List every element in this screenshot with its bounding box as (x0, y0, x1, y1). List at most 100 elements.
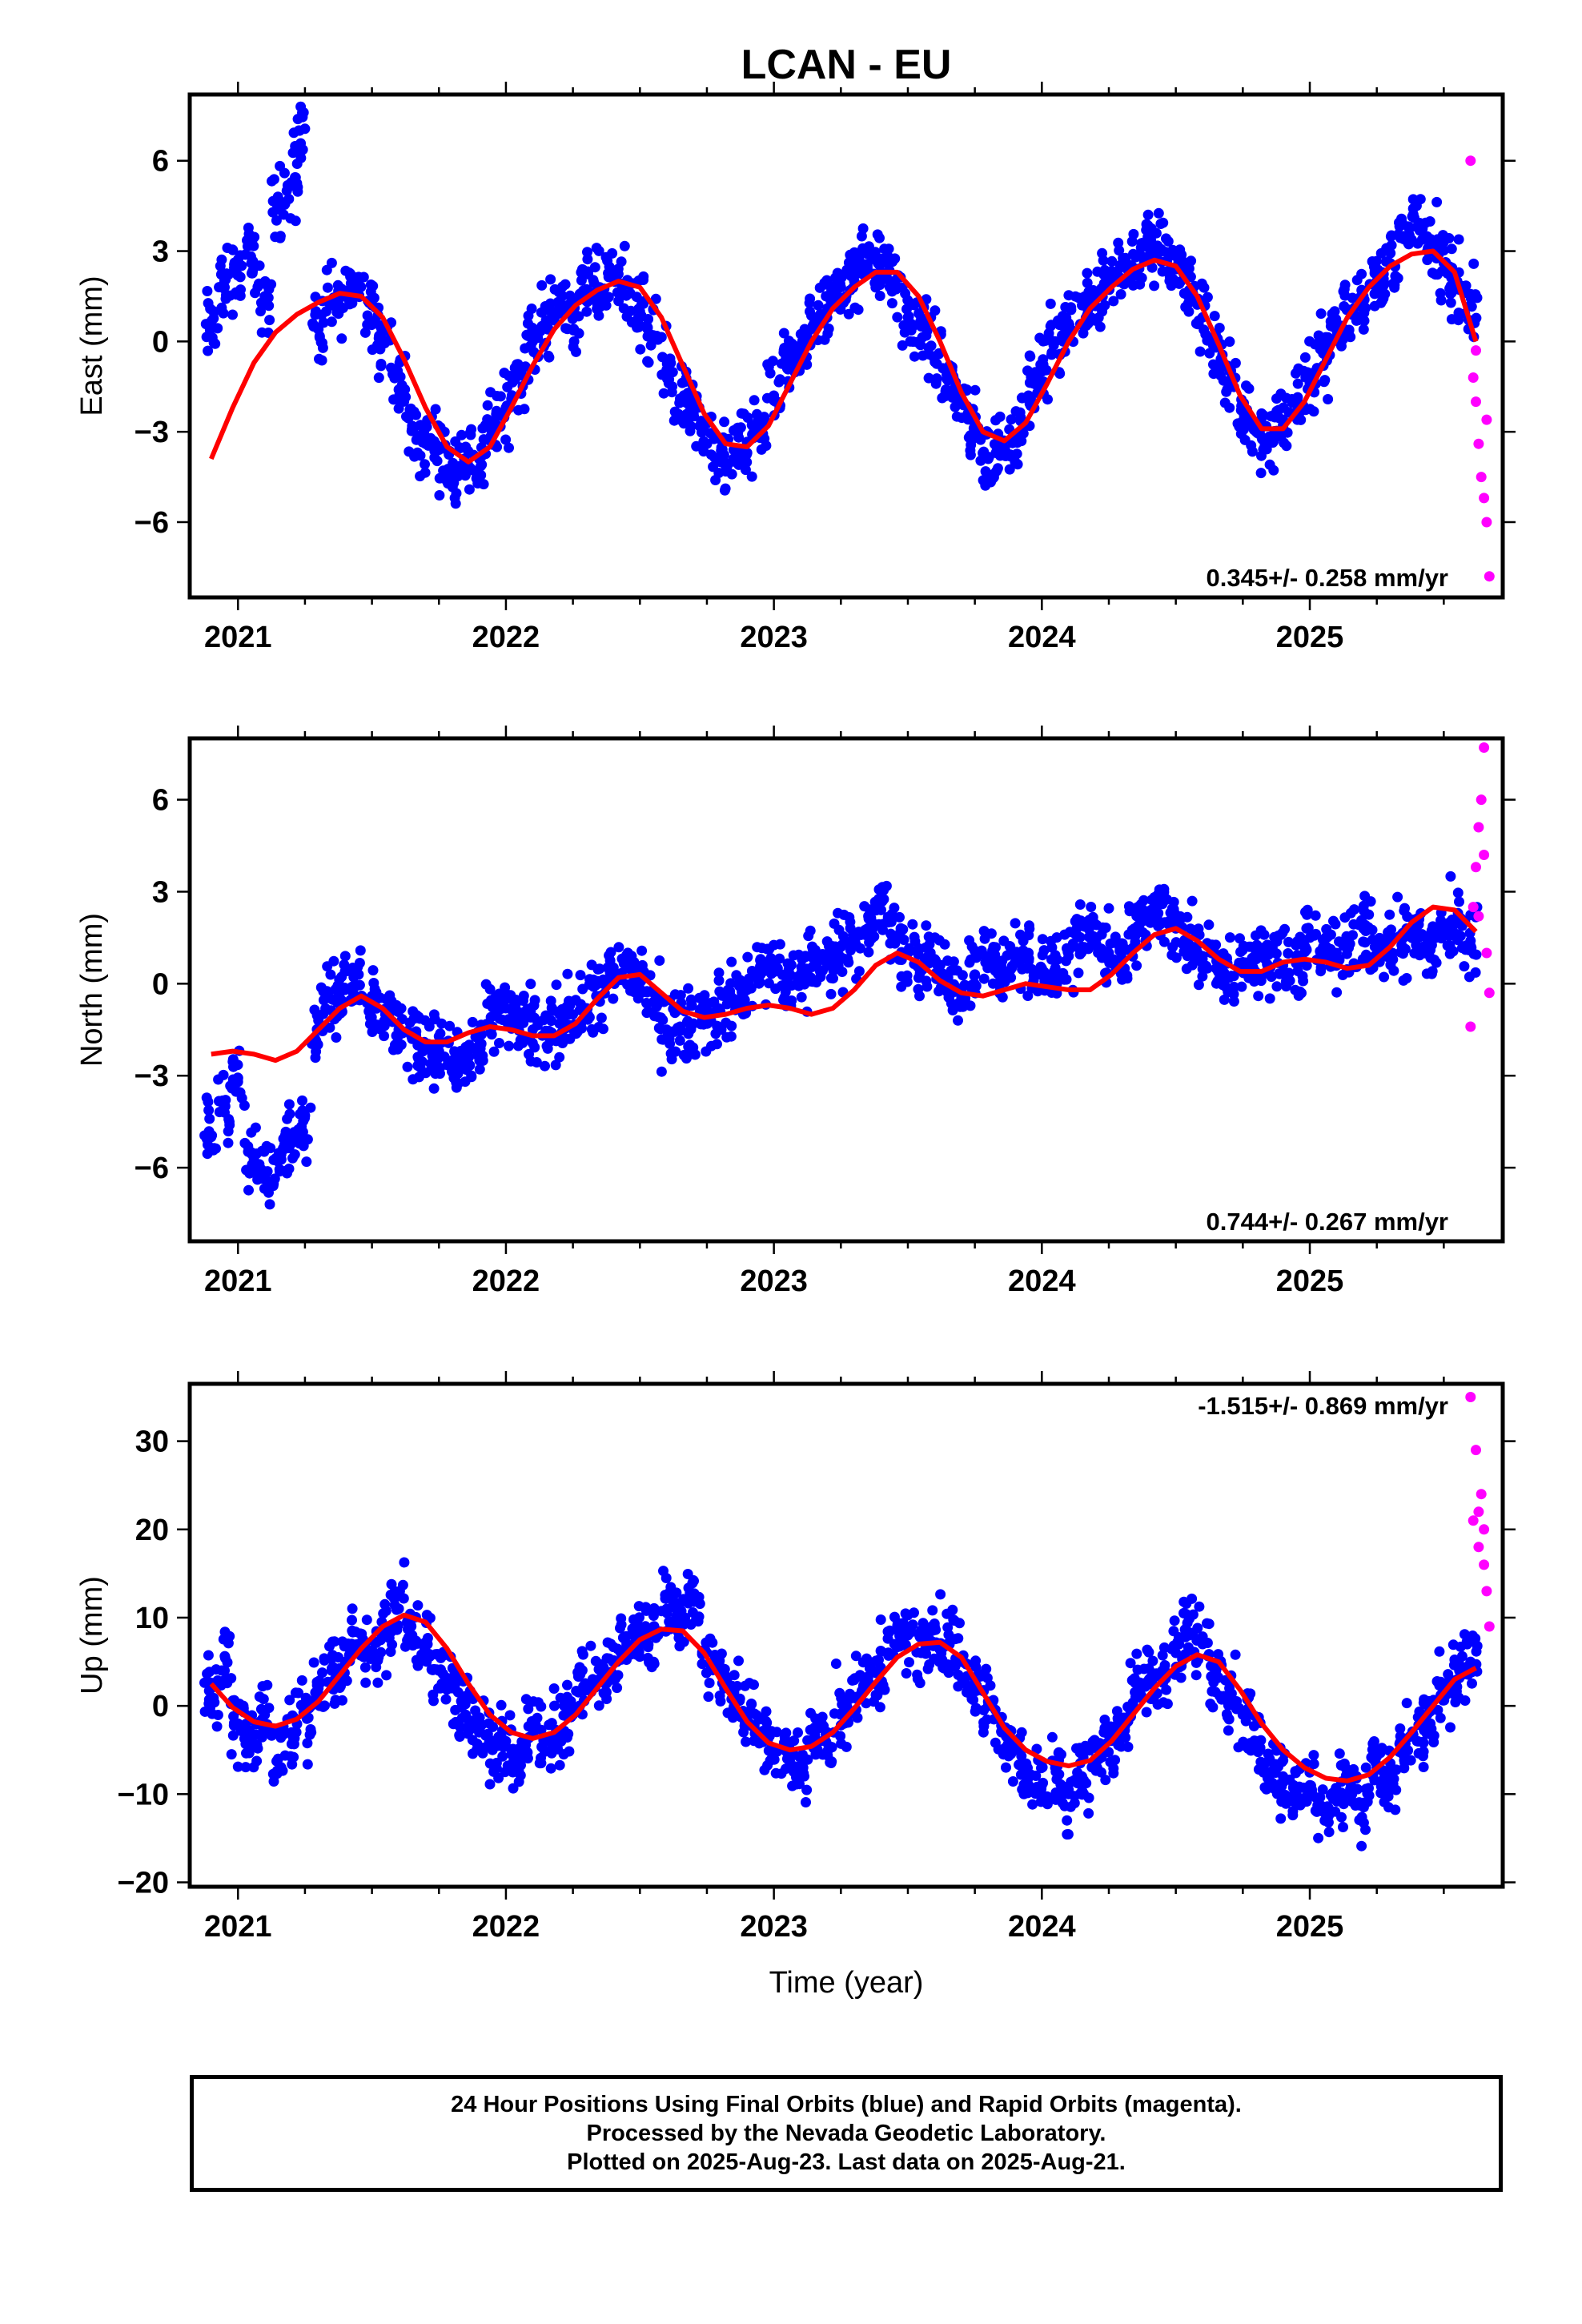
final-point (1222, 384, 1233, 395)
final-point (1420, 217, 1431, 228)
final-point (685, 1023, 697, 1035)
final-point (1249, 976, 1260, 987)
final-point (1255, 468, 1267, 479)
final-point (1379, 971, 1390, 983)
final-point (1401, 1698, 1412, 1709)
final-point (1193, 979, 1204, 991)
final-point (1069, 1798, 1080, 1808)
final-point (1146, 262, 1158, 273)
final-point (1074, 943, 1085, 955)
final-point (204, 324, 215, 336)
final-point (227, 309, 238, 320)
final-point (254, 1159, 265, 1170)
final-point (650, 293, 661, 304)
final-point (239, 249, 251, 260)
final-point (789, 1735, 800, 1747)
final-point (562, 324, 572, 334)
final-point (460, 470, 471, 481)
final-point (901, 1668, 912, 1679)
final-point (670, 1046, 681, 1057)
final-point (1204, 348, 1215, 359)
final-point (1447, 924, 1458, 935)
final-point (1100, 1775, 1111, 1786)
final-point (1031, 1743, 1042, 1755)
final-point (741, 1736, 752, 1747)
final-point (1214, 323, 1225, 333)
final-point (1058, 973, 1069, 984)
final-point (1219, 397, 1231, 408)
final-point (853, 966, 865, 977)
final-point (585, 1640, 596, 1651)
final-point (576, 275, 587, 286)
final-point (742, 951, 753, 963)
final-point (1193, 318, 1204, 329)
final-point (203, 1104, 215, 1116)
rapid-point (1479, 742, 1490, 753)
final-point (781, 353, 792, 364)
final-point (1153, 920, 1164, 931)
final-point (504, 442, 514, 453)
final-point (1139, 1681, 1150, 1692)
final-point (1182, 911, 1193, 923)
final-point (667, 381, 678, 392)
final-point (1236, 981, 1247, 992)
final-point (1143, 1647, 1154, 1658)
final-point (220, 293, 231, 304)
final-point (1432, 1704, 1443, 1715)
final-point (620, 290, 632, 301)
rapid-point (1471, 862, 1481, 873)
final-point (365, 1011, 375, 1023)
final-point (1191, 1670, 1202, 1681)
final-point (379, 1598, 391, 1610)
final-point (1292, 392, 1303, 403)
final-point (969, 978, 980, 989)
final-point (1125, 1658, 1136, 1669)
final-point (442, 1059, 453, 1071)
final-point (970, 1706, 981, 1717)
final-point (372, 1677, 383, 1688)
final-point (472, 1046, 484, 1057)
final-point (452, 1068, 464, 1080)
final-point (1271, 1788, 1283, 1799)
final-point (1325, 929, 1336, 940)
final-point (1447, 915, 1458, 925)
final-point (373, 372, 384, 384)
final-point (951, 411, 962, 422)
final-point (284, 1695, 295, 1706)
final-point (914, 967, 926, 979)
final-point (1074, 931, 1086, 943)
y-tick-label: −6 (135, 506, 169, 540)
final-point (305, 1102, 316, 1113)
final-point (1161, 233, 1171, 244)
final-point (982, 1672, 993, 1683)
final-point (864, 937, 875, 948)
final-point (1220, 981, 1231, 992)
final-point (1367, 924, 1378, 935)
final-point (485, 387, 496, 398)
final-point (284, 1108, 295, 1120)
final-point (551, 979, 562, 991)
final-point (476, 460, 487, 472)
x-tick-label: 2025 (1276, 621, 1344, 654)
final-point (232, 1072, 243, 1084)
final-point (539, 1745, 550, 1756)
final-point (1010, 918, 1021, 929)
final-point (628, 987, 640, 998)
final-point (740, 464, 751, 476)
final-point (545, 274, 556, 285)
final-point (1271, 948, 1282, 959)
final-point (1120, 1732, 1131, 1743)
final-point (1224, 932, 1235, 943)
final-point (1309, 930, 1320, 941)
final-point (464, 428, 476, 439)
final-point (336, 333, 347, 344)
final-point (769, 939, 779, 951)
final-point (402, 1617, 412, 1627)
final-point (778, 344, 789, 356)
final-point (581, 283, 592, 295)
final-point (1419, 1725, 1430, 1736)
final-point (268, 1154, 279, 1165)
final-point (456, 1053, 468, 1064)
final-point (661, 1607, 673, 1618)
final-point (637, 296, 648, 308)
